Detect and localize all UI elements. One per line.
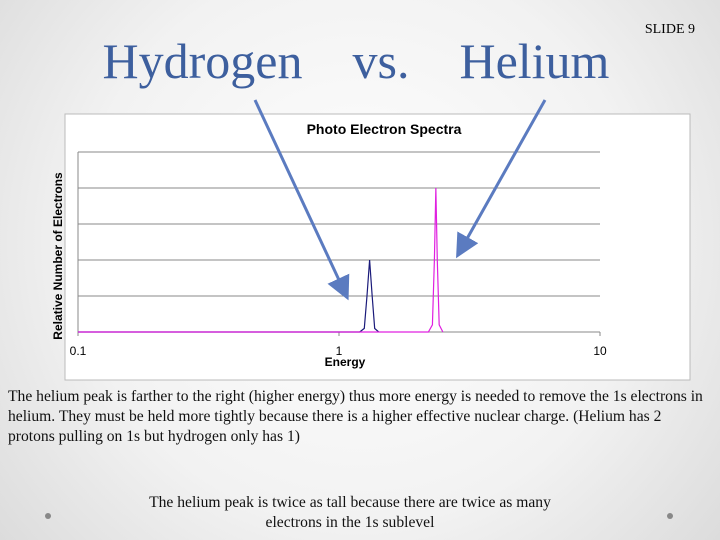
paragraph: The helium peak is farther to the right … — [8, 388, 703, 445]
arrow — [253, 99, 350, 301]
x-axis-label: Energy — [325, 355, 366, 369]
bullet-dot — [667, 513, 673, 519]
x-tick-label: 0.1 — [70, 344, 87, 358]
bullet-dot — [45, 513, 51, 519]
plot-area: 0.1 1 10 — [70, 151, 607, 358]
x-tick-label: 1 — [336, 344, 343, 358]
chart-frame — [64, 113, 691, 381]
slide-number: SLIDE 9 — [645, 22, 695, 37]
y-axis-label: Relative Number of Electrons — [51, 172, 65, 340]
arrow — [456, 99, 547, 259]
paragraph: The helium peak is twice as tall because… — [149, 494, 551, 531]
series-line — [78, 187, 444, 333]
slide-title: Hydrogen vs. Helium — [103, 33, 610, 89]
chart-title: Photo Electron Spectra — [307, 121, 462, 137]
x-tick-label: 10 — [593, 344, 607, 358]
